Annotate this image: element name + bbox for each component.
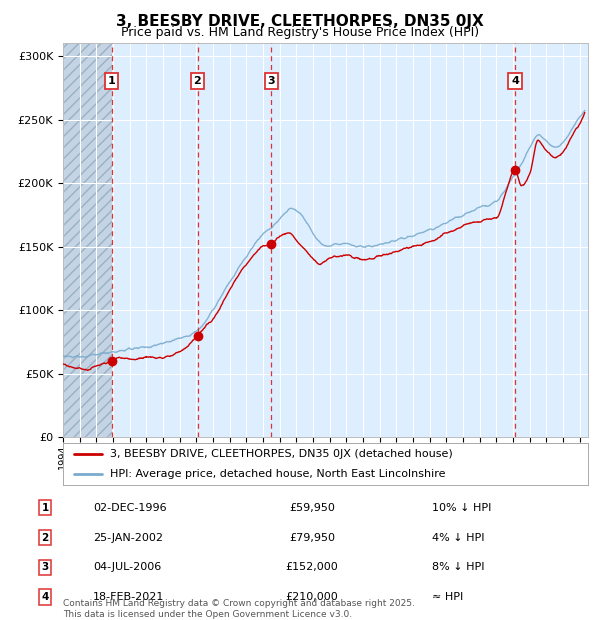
Text: 8% ↓ HPI: 8% ↓ HPI (432, 562, 485, 572)
Text: 4% ↓ HPI: 4% ↓ HPI (432, 533, 485, 542)
Text: 4: 4 (41, 592, 49, 602)
Text: £79,950: £79,950 (289, 533, 335, 542)
Text: £59,950: £59,950 (289, 503, 335, 513)
Text: 18-FEB-2021: 18-FEB-2021 (93, 592, 164, 602)
Text: 2: 2 (41, 533, 49, 542)
Text: 02-DEC-1996: 02-DEC-1996 (93, 503, 167, 513)
Text: 3, BEESBY DRIVE, CLEETHORPES, DN35 0JX: 3, BEESBY DRIVE, CLEETHORPES, DN35 0JX (116, 14, 484, 29)
Text: 3: 3 (41, 562, 49, 572)
Text: 25-JAN-2002: 25-JAN-2002 (93, 533, 163, 542)
Text: 3: 3 (268, 76, 275, 86)
Text: 4: 4 (511, 76, 519, 86)
Text: £210,000: £210,000 (286, 592, 338, 602)
Text: £152,000: £152,000 (286, 562, 338, 572)
Text: 1: 1 (108, 76, 116, 86)
Bar (63, 43, 112, 437)
Text: Contains HM Land Registry data © Crown copyright and database right 2025.
This d: Contains HM Land Registry data © Crown c… (63, 600, 415, 619)
Text: 2: 2 (194, 76, 202, 86)
Text: ≈ HPI: ≈ HPI (432, 592, 463, 602)
Text: Price paid vs. HM Land Registry's House Price Index (HPI): Price paid vs. HM Land Registry's House … (121, 26, 479, 39)
Text: 04-JUL-2006: 04-JUL-2006 (93, 562, 161, 572)
Text: HPI: Average price, detached house, North East Lincolnshire: HPI: Average price, detached house, Nort… (110, 469, 446, 479)
Text: 1: 1 (41, 503, 49, 513)
Text: 3, BEESBY DRIVE, CLEETHORPES, DN35 0JX (detached house): 3, BEESBY DRIVE, CLEETHORPES, DN35 0JX (… (110, 449, 453, 459)
Text: 10% ↓ HPI: 10% ↓ HPI (432, 503, 491, 513)
